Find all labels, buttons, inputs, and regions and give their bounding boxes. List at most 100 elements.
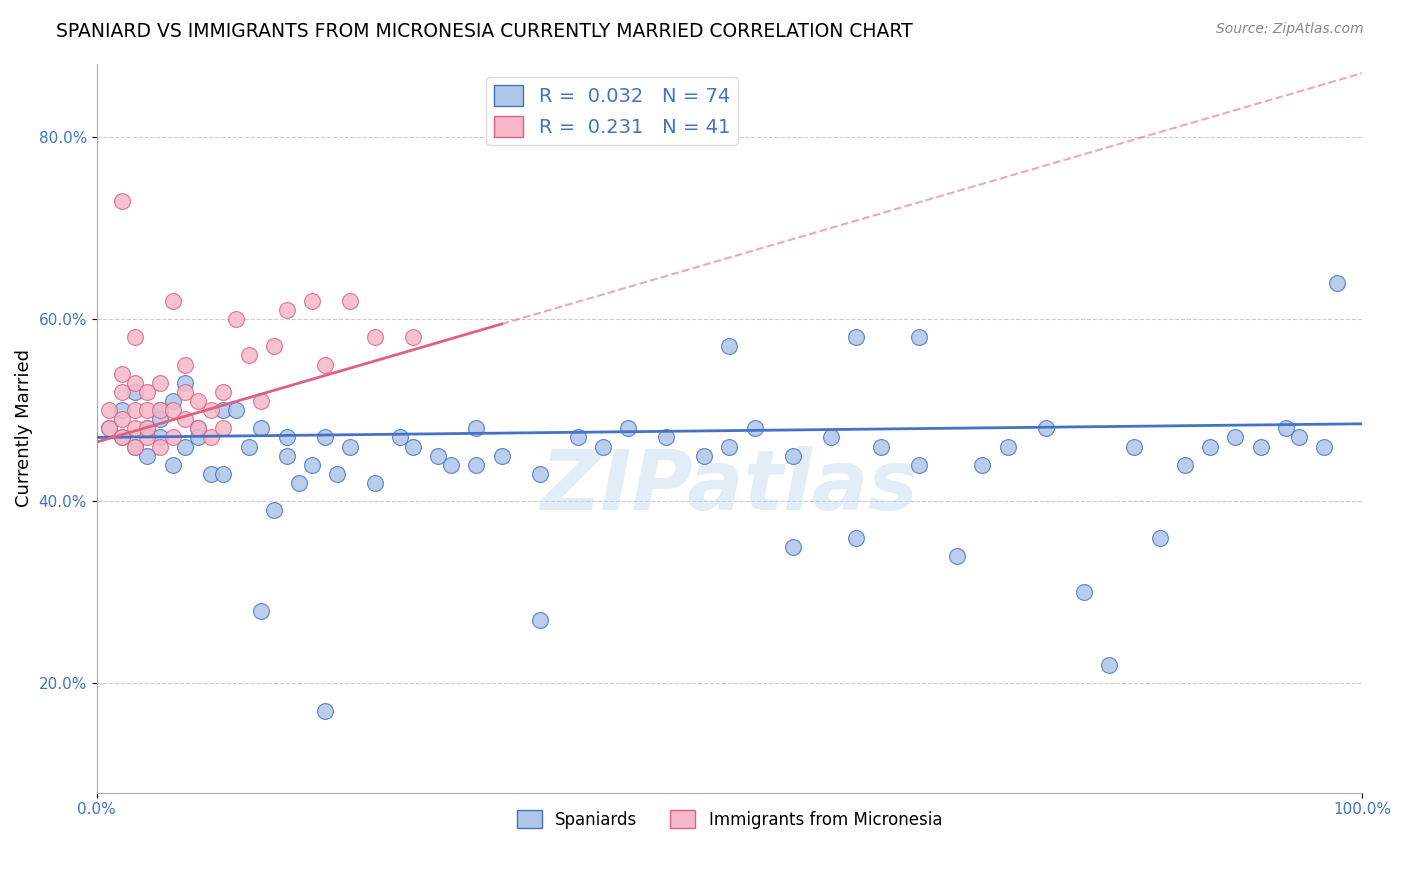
Point — [276, 449, 298, 463]
Point — [174, 376, 197, 390]
Point — [655, 430, 678, 444]
Point — [339, 440, 361, 454]
Point — [364, 475, 387, 490]
Point — [1225, 430, 1247, 444]
Point — [225, 312, 247, 326]
Point — [301, 458, 323, 472]
Point — [174, 412, 197, 426]
Point — [529, 467, 551, 481]
Point — [946, 549, 969, 563]
Point — [200, 430, 222, 444]
Point — [149, 376, 172, 390]
Point — [98, 421, 121, 435]
Point — [136, 449, 159, 463]
Point — [465, 458, 488, 472]
Text: SPANIARD VS IMMIGRANTS FROM MICRONESIA CURRENTLY MARRIED CORRELATION CHART: SPANIARD VS IMMIGRANTS FROM MICRONESIA C… — [56, 22, 912, 41]
Point — [617, 421, 640, 435]
Point — [162, 430, 184, 444]
Text: Source: ZipAtlas.com: Source: ZipAtlas.com — [1216, 22, 1364, 37]
Point — [1250, 440, 1272, 454]
Point — [997, 440, 1019, 454]
Point — [136, 430, 159, 444]
Point — [402, 440, 425, 454]
Point — [314, 704, 336, 718]
Point — [149, 430, 172, 444]
Legend: Spaniards, Immigrants from Micronesia: Spaniards, Immigrants from Micronesia — [510, 804, 949, 835]
Point — [136, 421, 159, 435]
Point — [111, 367, 134, 381]
Point — [845, 330, 868, 344]
Point — [718, 440, 741, 454]
Point — [1288, 430, 1310, 444]
Point — [187, 394, 209, 409]
Point — [250, 603, 273, 617]
Point — [314, 358, 336, 372]
Point — [1326, 276, 1348, 290]
Point — [187, 421, 209, 435]
Point — [567, 430, 589, 444]
Point — [592, 440, 614, 454]
Point — [124, 440, 146, 454]
Point — [162, 458, 184, 472]
Point — [162, 293, 184, 308]
Point — [124, 421, 146, 435]
Point — [212, 467, 235, 481]
Point — [465, 421, 488, 435]
Point — [1123, 440, 1146, 454]
Point — [693, 449, 716, 463]
Point — [314, 430, 336, 444]
Point — [111, 384, 134, 399]
Point — [212, 384, 235, 399]
Point — [149, 440, 172, 454]
Point — [288, 475, 311, 490]
Point — [238, 349, 260, 363]
Point — [782, 540, 804, 554]
Text: ZIPatlas: ZIPatlas — [540, 446, 918, 527]
Point — [124, 403, 146, 417]
Point — [820, 430, 842, 444]
Point — [225, 403, 247, 417]
Point — [440, 458, 463, 472]
Point — [111, 412, 134, 426]
Point — [1275, 421, 1298, 435]
Point — [1073, 585, 1095, 599]
Point — [162, 394, 184, 409]
Point — [402, 330, 425, 344]
Point — [124, 384, 146, 399]
Point — [111, 430, 134, 444]
Point — [276, 430, 298, 444]
Point — [238, 440, 260, 454]
Point — [908, 458, 931, 472]
Point — [212, 421, 235, 435]
Point — [1035, 421, 1057, 435]
Point — [149, 412, 172, 426]
Point — [276, 302, 298, 317]
Point — [301, 293, 323, 308]
Y-axis label: Currently Married: Currently Married — [15, 350, 32, 508]
Point — [124, 330, 146, 344]
Point — [427, 449, 450, 463]
Point — [136, 384, 159, 399]
Point — [782, 449, 804, 463]
Point — [845, 531, 868, 545]
Point — [149, 403, 172, 417]
Point — [124, 440, 146, 454]
Point — [870, 440, 893, 454]
Point — [908, 330, 931, 344]
Point — [263, 339, 285, 353]
Point — [1199, 440, 1222, 454]
Point — [250, 394, 273, 409]
Point — [250, 421, 273, 435]
Point — [200, 403, 222, 417]
Point — [162, 403, 184, 417]
Point — [200, 467, 222, 481]
Point — [1098, 658, 1121, 673]
Point — [972, 458, 994, 472]
Point — [98, 421, 121, 435]
Point — [326, 467, 349, 481]
Point — [263, 503, 285, 517]
Point — [174, 384, 197, 399]
Point — [136, 403, 159, 417]
Point — [187, 421, 209, 435]
Point — [187, 430, 209, 444]
